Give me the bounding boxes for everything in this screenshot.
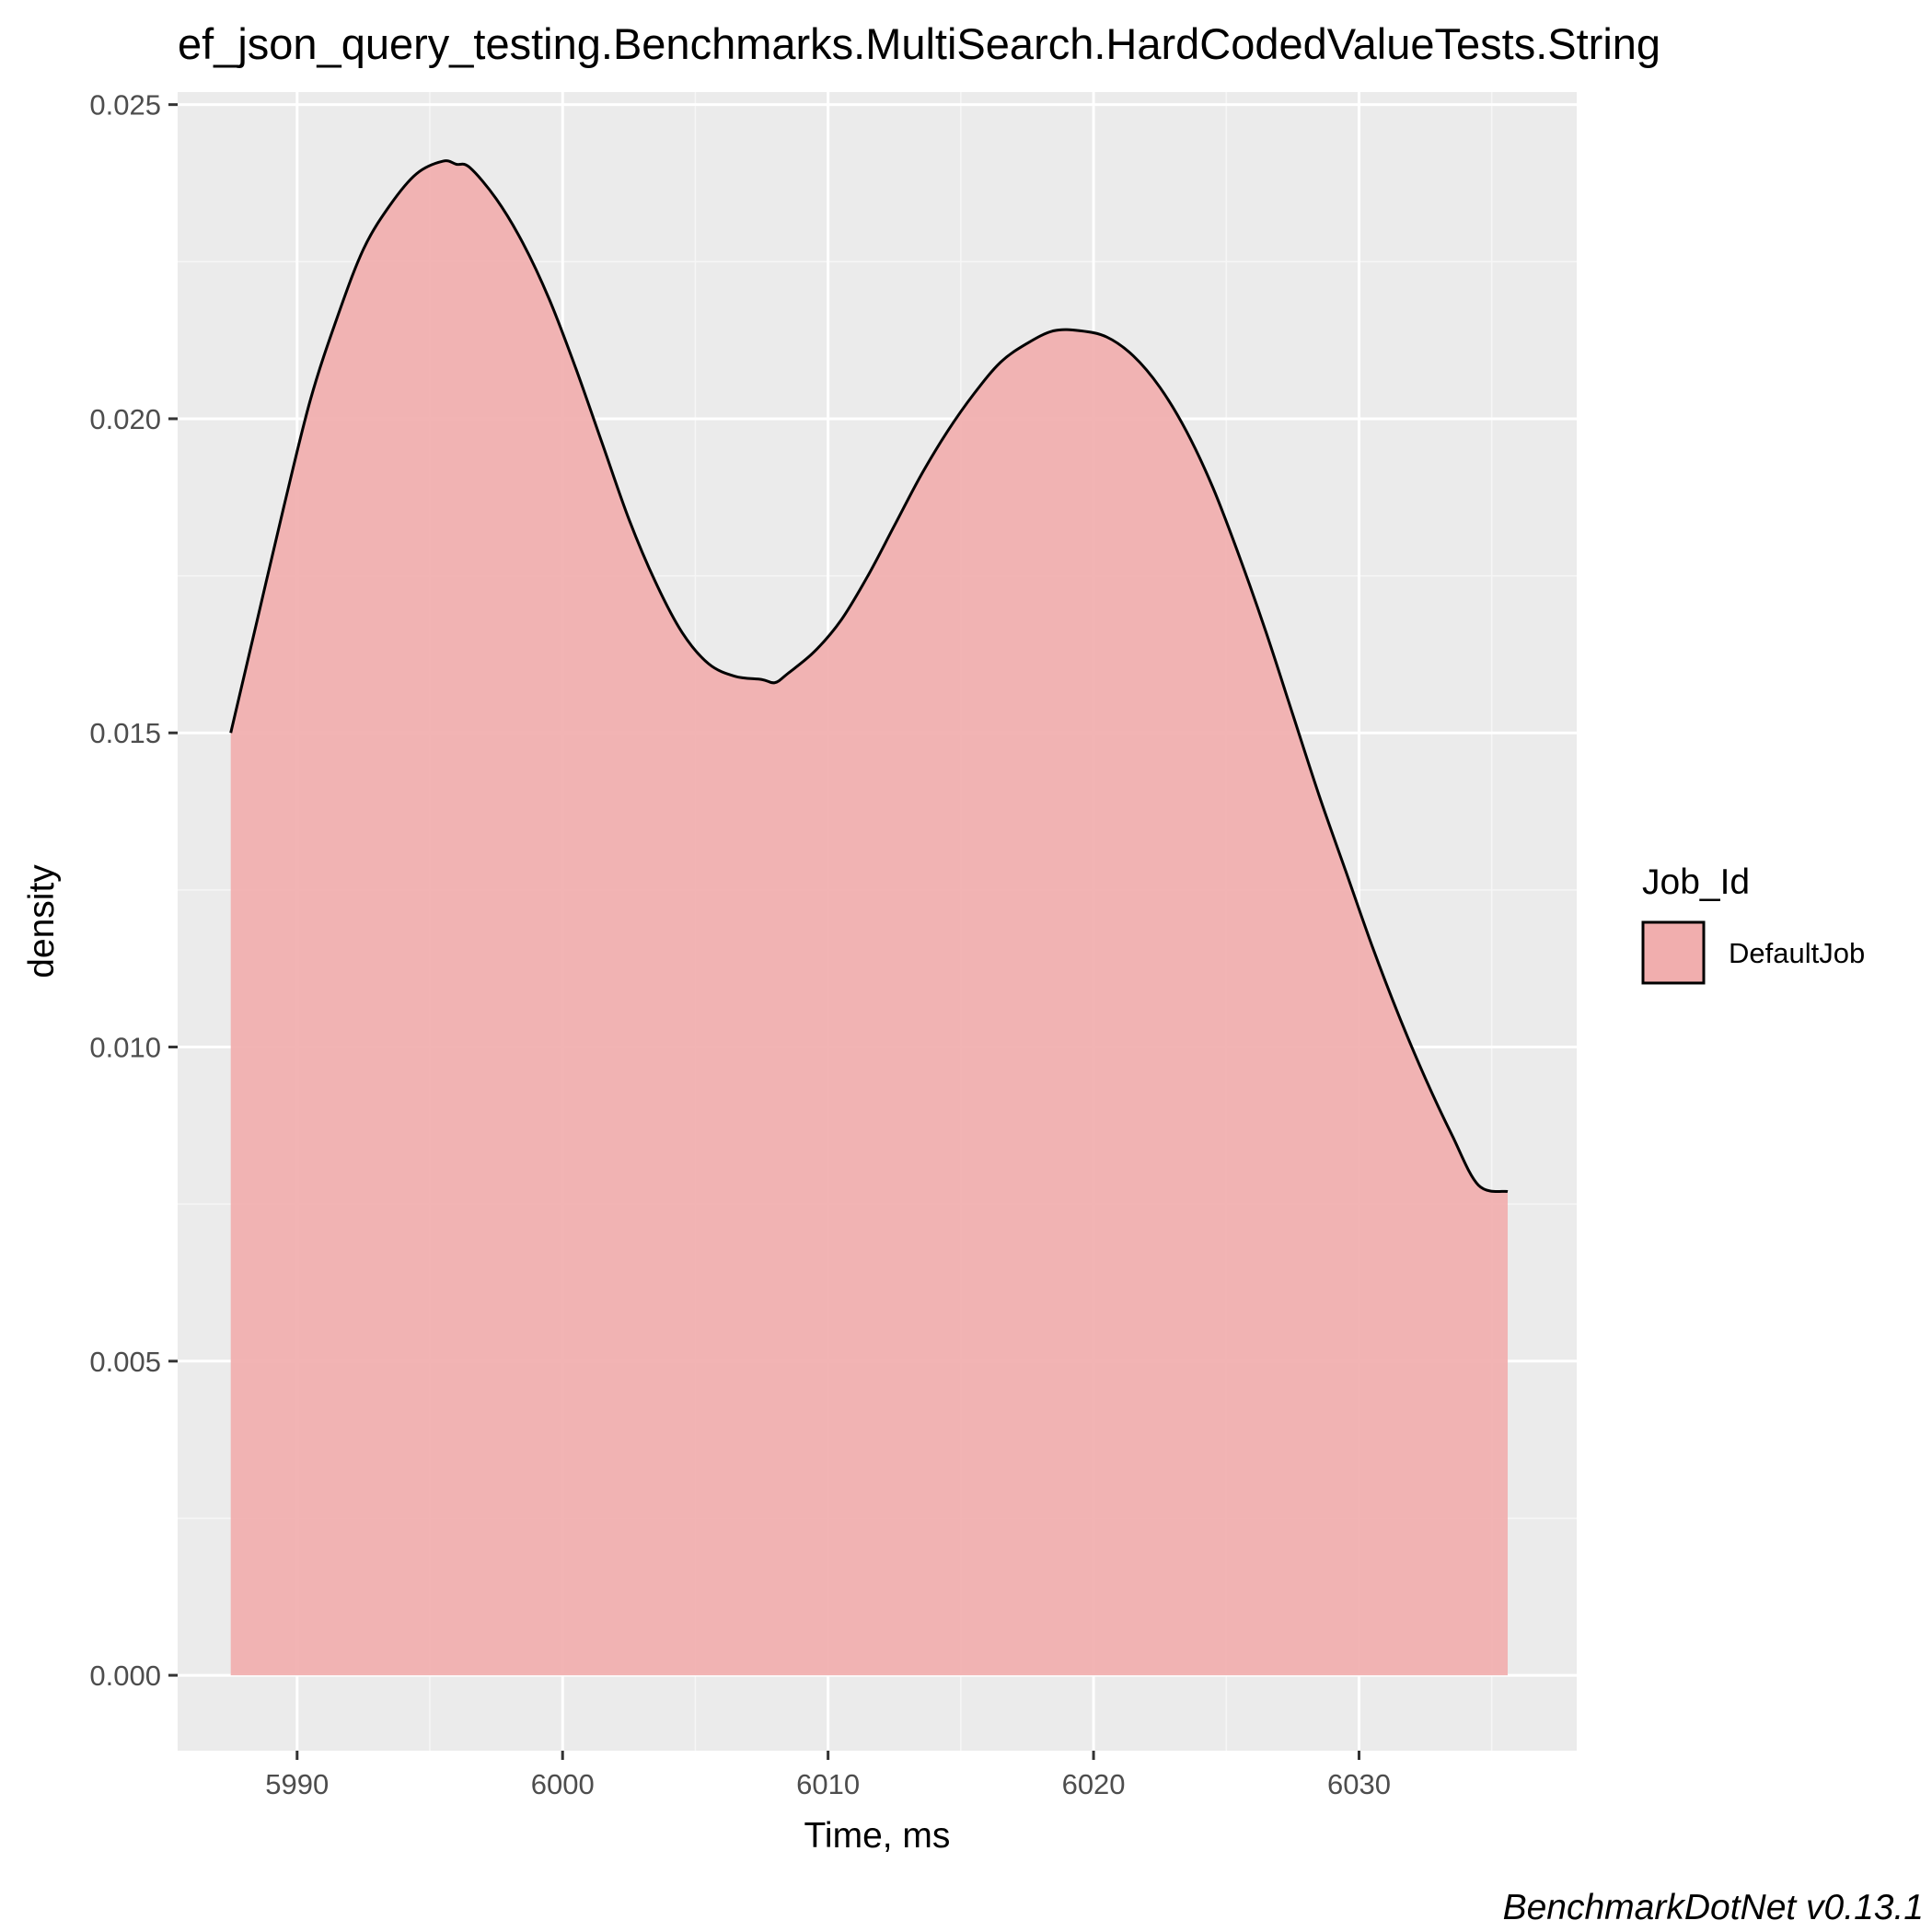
x-tick-label: 6000 — [531, 1768, 595, 1800]
legend-key-defaultjob — [1641, 920, 1706, 985]
y-tick-label: 0.020 — [89, 403, 161, 435]
y-tick-label: 0.010 — [89, 1032, 161, 1064]
y-tick-label: 0.005 — [89, 1346, 161, 1378]
density-area-fill — [230, 160, 1509, 1676]
chart-title: ef_json_query_testing.Benchmarks.MultiSe… — [178, 19, 1660, 68]
y-tick-label: 0.015 — [89, 717, 161, 749]
x-axis-title: Time, ms — [804, 1816, 951, 1856]
x-tick-label: 6020 — [1062, 1768, 1126, 1800]
legend: Job_Id DefaultJob — [1641, 862, 1865, 985]
plot-panel — [178, 92, 1577, 1751]
x-axis-ticks: 5990 6000 6010 6020 6030 — [265, 1751, 1391, 1800]
y-tick-label: 0.025 — [89, 89, 161, 121]
x-tick-label: 6030 — [1327, 1768, 1391, 1800]
y-axis-ticks: 0.000 0.005 0.010 0.015 0.020 0.025 — [89, 89, 178, 1692]
y-tick-label: 0.000 — [89, 1660, 161, 1692]
y-axis-title: density — [22, 864, 62, 978]
chart-caption: BenchmarkDotNet v0.13.1 — [1503, 1888, 1924, 1927]
legend-title: Job_Id — [1642, 862, 1750, 902]
x-tick-label: 5990 — [265, 1768, 329, 1800]
x-tick-label: 6010 — [796, 1768, 860, 1800]
legend-label-defaultjob: DefaultJob — [1729, 937, 1865, 969]
density-outline — [229, 159, 1509, 1194]
